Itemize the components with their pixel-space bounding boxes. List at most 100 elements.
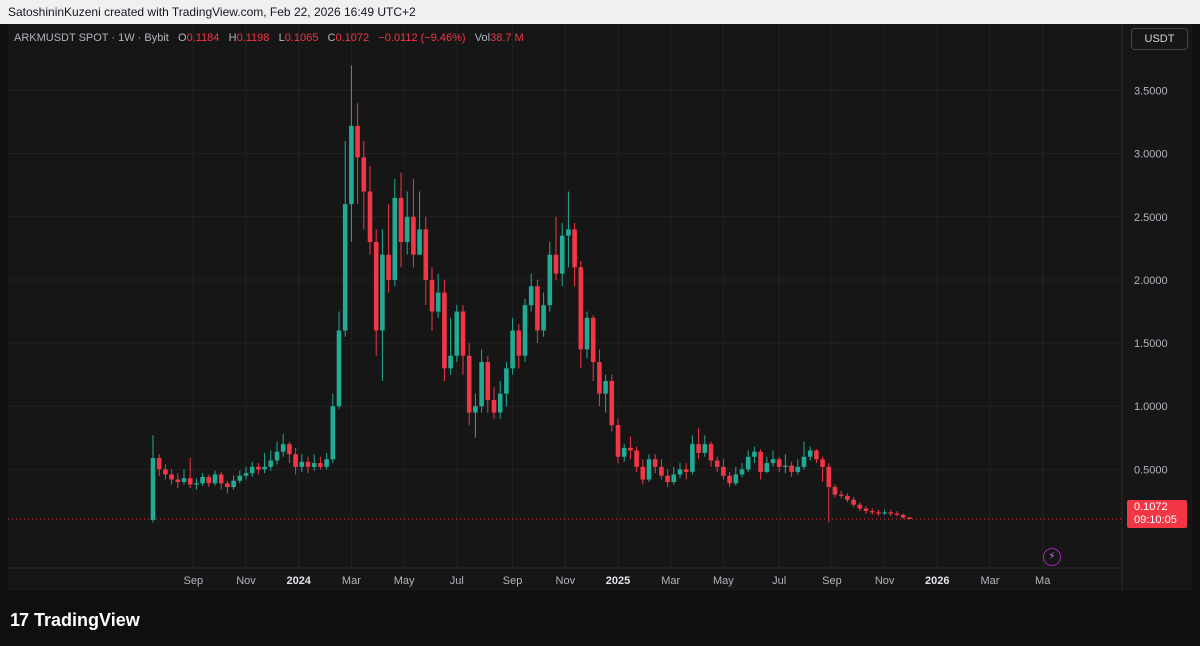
candle-body: [200, 476, 205, 484]
candle-body: [367, 191, 373, 243]
candle-body: [547, 254, 553, 306]
x-tick-label: Sep: [822, 575, 842, 587]
candle-body: [652, 459, 658, 467]
candle-body: [665, 475, 670, 483]
symbol-label[interactable]: ARKMUSDT SPOT · 1W · Bybit: [14, 32, 169, 44]
currency-button[interactable]: USDT: [1131, 28, 1188, 50]
candle-body: [541, 305, 546, 331]
lightning-icon[interactable]: ⚡: [1043, 548, 1061, 566]
candle-body: [442, 292, 447, 369]
candle-body: [758, 451, 763, 472]
tradingview-mark-icon: 17: [10, 610, 29, 630]
candle-body: [181, 478, 187, 483]
open-label: O: [178, 32, 187, 44]
candle-body: [231, 480, 236, 488]
candle-body: [404, 216, 410, 243]
candle-body: [826, 466, 832, 488]
candle-body: [677, 469, 683, 475]
candle-body: [417, 229, 422, 255]
candle-body: [863, 508, 869, 512]
x-tick-label: Mar: [342, 575, 361, 587]
tradingview-logo[interactable]: 17 TradingView: [10, 610, 140, 631]
candle-body: [237, 475, 243, 481]
candle-body: [696, 444, 701, 453]
bar-countdown: 09:10:05: [1134, 514, 1177, 526]
y-tick-label: 2.5000: [1134, 212, 1168, 224]
candle-body: [460, 311, 466, 356]
attribution-bar: SatoshininKuzeni created with TradingVie…: [0, 0, 1200, 24]
candle-body: [491, 399, 497, 413]
last-price-value: 0.1072: [1134, 501, 1168, 513]
candle-body: [727, 475, 732, 484]
high-value: 0.1198: [236, 32, 270, 44]
x-tick-label: Sep: [184, 575, 204, 587]
candle-body: [820, 459, 825, 467]
x-tick-label: 2024: [286, 575, 311, 587]
candle-body: [330, 406, 336, 460]
candle-body: [466, 355, 472, 413]
x-tick-label: Mar: [661, 575, 680, 587]
x-tick-label: Sep: [503, 575, 523, 587]
candle-body: [776, 459, 782, 467]
candle-body: [702, 444, 708, 453]
candle-body: [156, 458, 162, 470]
candle-body: [448, 355, 453, 369]
candle-body: [485, 362, 491, 400]
candle-body: [497, 393, 503, 413]
candle-body: [299, 461, 305, 467]
candle-body: [752, 451, 757, 457]
candle-body: [783, 465, 788, 467]
candle-body: [832, 487, 838, 495]
candle-body: [249, 466, 255, 474]
candle-body: [479, 362, 484, 407]
high-label: H: [228, 32, 237, 44]
candle-body: [218, 474, 224, 484]
candle-body: [578, 267, 584, 350]
candle-body: [869, 511, 875, 513]
candle-body: [349, 125, 354, 205]
x-tick-label: 2026: [925, 575, 949, 587]
candle-body: [857, 504, 863, 509]
x-tick-label: May: [713, 575, 734, 587]
y-tick-label: 1.5000: [1134, 338, 1168, 350]
x-tick-label: Mar: [981, 575, 1000, 587]
candle-body: [522, 305, 528, 356]
candle-body: [268, 460, 274, 467]
candle-body: [398, 197, 404, 243]
close-value: 0.1072: [335, 32, 370, 44]
candle-body: [590, 317, 596, 363]
tradingview-wordmark: TradingView: [34, 610, 140, 630]
candle-body: [535, 286, 540, 331]
candle-body: [206, 476, 212, 484]
candle-body: [572, 229, 577, 268]
low-label: L: [278, 32, 285, 44]
candle-body: [807, 450, 813, 457]
open-value: 0.1184: [186, 32, 220, 44]
candle-body: [435, 292, 441, 312]
candle-body: [175, 479, 181, 483]
candle-body: [392, 197, 398, 280]
candle-body: [621, 447, 627, 457]
candle-body: [714, 460, 720, 467]
last-price-tag: 0.1072 09:10:05: [1127, 500, 1187, 528]
x-tick-label: Jul: [450, 575, 464, 587]
candle-body: [324, 459, 329, 467]
candle-body: [361, 157, 367, 192]
candle-body: [355, 125, 360, 158]
candle-body: [559, 235, 565, 274]
candle-body: [380, 254, 385, 331]
y-tick-label: 1.0000: [1134, 401, 1168, 413]
candle-body: [838, 494, 844, 496]
candle-body: [628, 447, 633, 451]
candle-body: [280, 444, 286, 452]
candle-body: [845, 495, 850, 500]
candle-body: [900, 514, 906, 518]
candle-body: [553, 254, 559, 274]
candle-body: [646, 459, 652, 480]
candle-body: [510, 330, 515, 369]
candle-body: [597, 362, 602, 394]
change-value: −0.0112 (−9.46%): [378, 32, 466, 44]
candle-body: [373, 242, 379, 331]
candle-body: [894, 513, 900, 515]
